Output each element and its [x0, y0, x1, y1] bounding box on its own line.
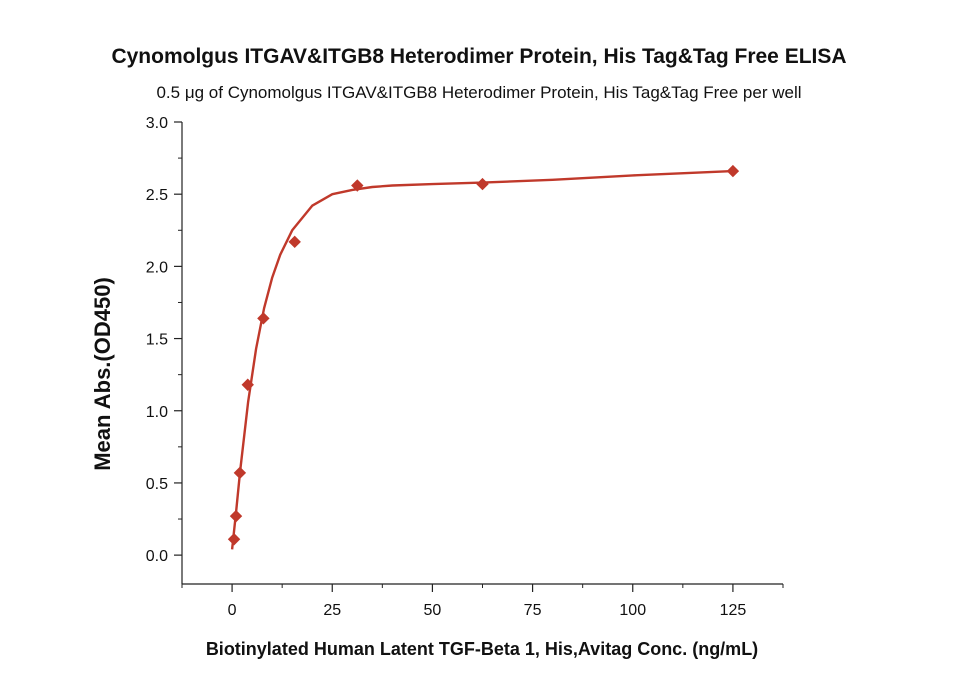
x-tick-label: 25 [323, 602, 341, 619]
x-tick-label: 100 [619, 602, 646, 619]
data-points [227, 164, 740, 546]
data-point [476, 177, 489, 191]
data-point [257, 312, 270, 325]
data-point [229, 509, 243, 523]
y-tick-label: 2.5 [146, 187, 168, 204]
data-point [233, 466, 247, 480]
data-point [227, 533, 241, 546]
y-tick-label: 3.0 [146, 115, 168, 132]
y-tick-label: 2.0 [146, 259, 168, 276]
y-tick-label: 1.0 [146, 404, 168, 421]
chart-subtitle: 0.5 μg of Cynomolgus ITGAV&ITGB8 Heterod… [156, 83, 801, 102]
x-tick-label: 75 [524, 602, 542, 619]
x-ticks: 0 25 50 75 100 125 [181, 584, 784, 619]
x-tick-label: 0 [228, 602, 237, 619]
y-tick-label: 0.0 [146, 548, 168, 565]
y-tick-label: 0.5 [146, 476, 168, 493]
data-point [288, 235, 301, 249]
data-point [241, 378, 254, 391]
data-point [726, 164, 740, 178]
fit-curve [230, 169, 733, 550]
fit-curve-line [230, 169, 733, 550]
y-ticks: 0.0 0.5 1.0 1.5 2.0 2.5 3.0 [146, 115, 182, 565]
data-point [351, 179, 364, 192]
x-tick-label: 125 [720, 602, 747, 619]
y-tick-label: 1.5 [146, 332, 168, 349]
axes [181, 122, 783, 585]
y-axis-title: Mean Abs.(OD450) [90, 277, 115, 471]
x-tick-label: 50 [424, 602, 442, 619]
x-axis-title: Biotinylated Human Latent TGF-Beta 1, Hi… [206, 639, 758, 659]
chart-title: Cynomolgus ITGAV&ITGB8 Heterodimer Prote… [111, 45, 846, 68]
